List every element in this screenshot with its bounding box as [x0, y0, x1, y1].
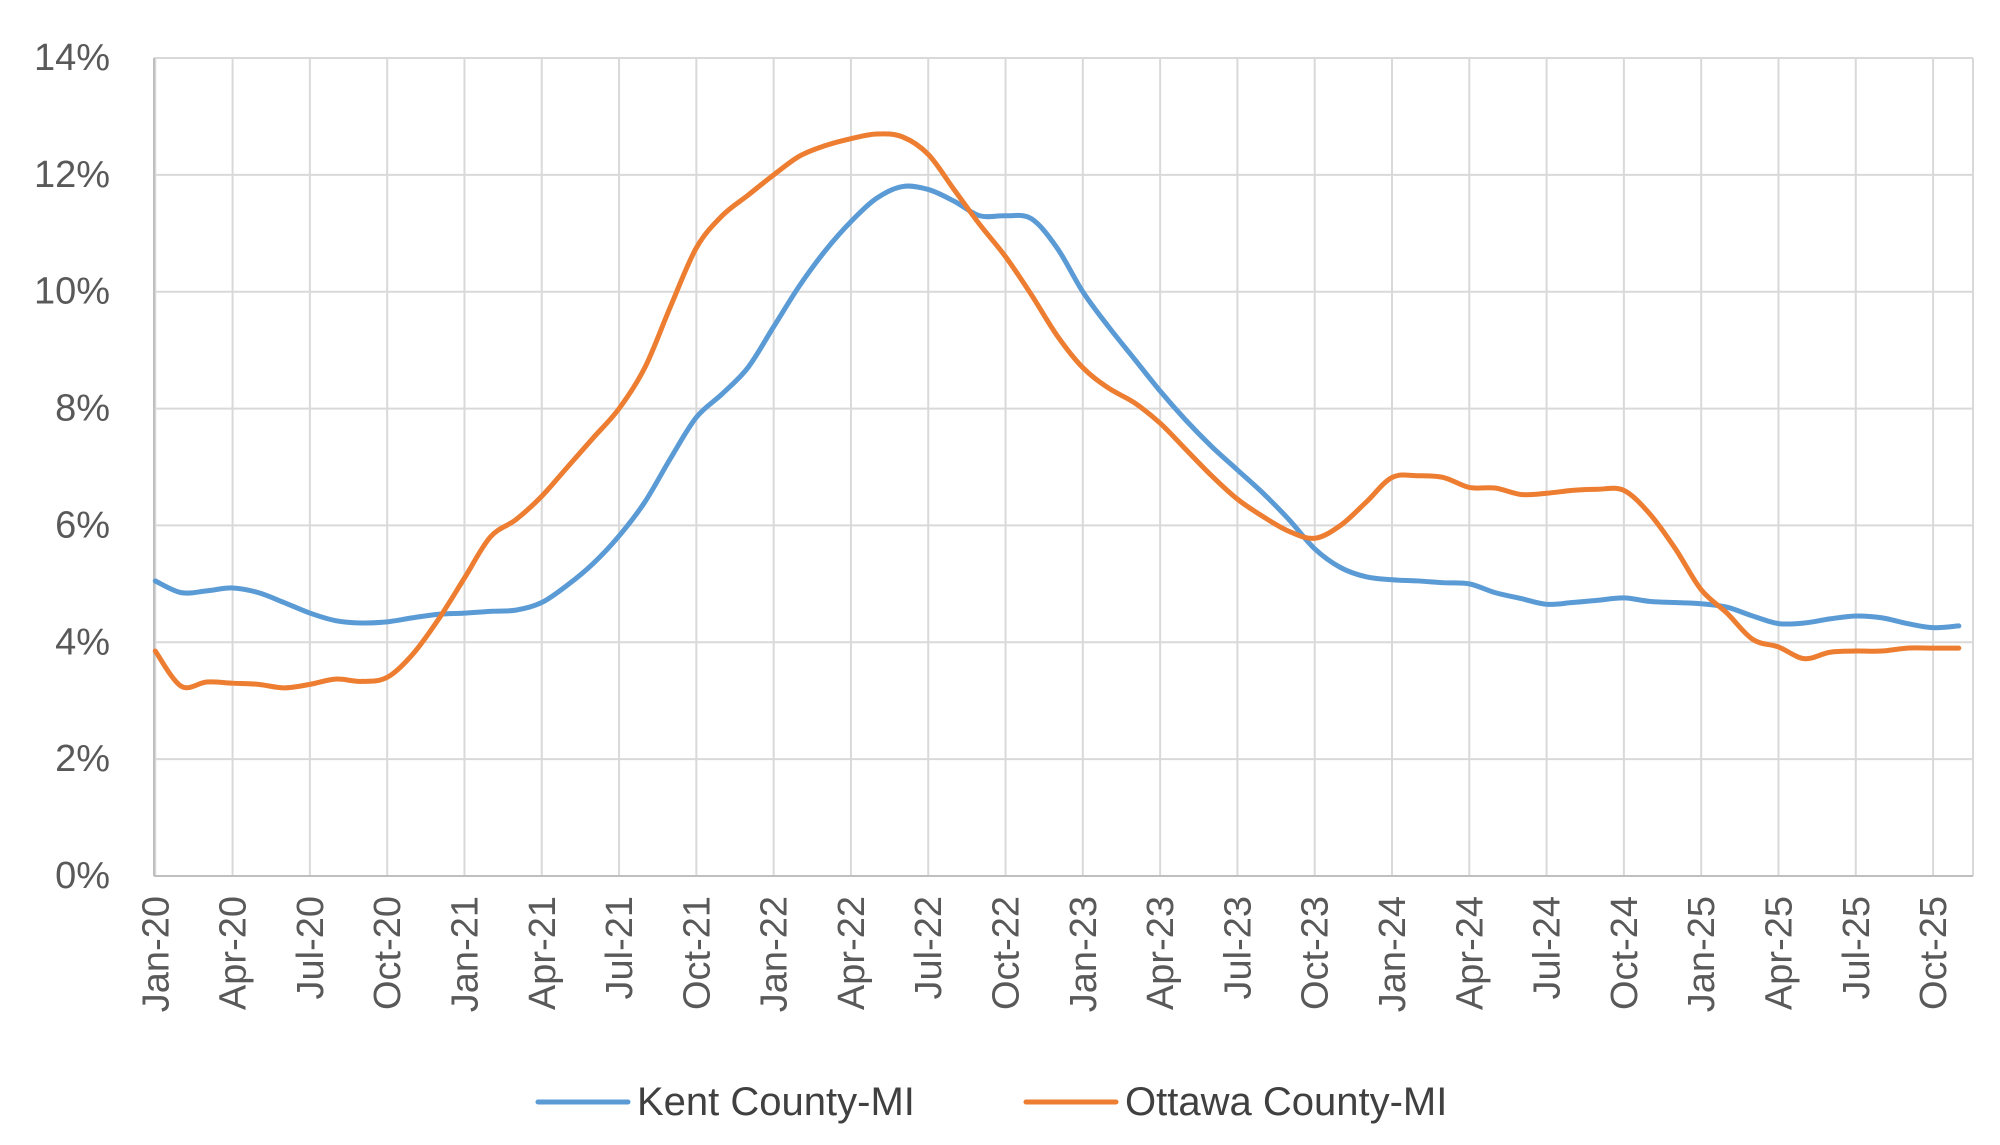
y-tick-label: 0% [55, 855, 110, 897]
x-tick-label: Oct-22 [986, 896, 1028, 1010]
x-tick-label: Apr-21 [522, 896, 564, 1010]
x-tick-label: Jan-20 [135, 896, 177, 1012]
legend: Kent County-MI Ottawa County-MI [535, 1080, 1447, 1124]
x-tick-labels: Jan-20 Apr-20 Jul-20 Oct-20 Jan-21 Apr-21 Jul-… [135, 896, 1955, 1012]
x-tick-label: Jul-23 [1217, 896, 1259, 1000]
legend-item-kent-county-mi: Kent County-MI [535, 1080, 915, 1124]
x-tick-label: Jul-25 [1836, 896, 1878, 1000]
x-tick-label: Jul-22 [908, 896, 950, 1000]
x-tick-label: Jan-22 [754, 896, 796, 1012]
legend-label: Kent County-MI [637, 1080, 915, 1124]
y-tick-label: 14% [34, 37, 110, 79]
legend-item-ottawa-county-mi: Ottawa County-MI [1023, 1080, 1447, 1124]
x-tick-label: Oct-20 [367, 896, 409, 1010]
grid [154, 57, 1974, 876]
axes [153, 58, 1973, 877]
x-tick-label: Apr-25 [1758, 896, 1800, 1010]
x-tick-label: Oct-21 [676, 896, 718, 1010]
x-tick-label: Jan-23 [1063, 896, 1105, 1012]
legend-label: Ottawa County-MI [1125, 1080, 1447, 1124]
y-tick-label: 2% [55, 738, 110, 780]
series-line-kent-county-mi [152, 183, 1962, 631]
x-tick-label: Jul-20 [290, 896, 332, 1000]
y-tick-label: 6% [55, 504, 110, 546]
x-tick-label: Jan-21 [444, 896, 486, 1012]
x-tick-label: Jul-21 [599, 896, 641, 1000]
x-tick-label: Apr-24 [1449, 896, 1491, 1010]
y-tick-label: 8% [55, 388, 110, 430]
x-tick-label: Jul-24 [1527, 896, 1569, 1000]
x-tick-label: Apr-23 [1140, 896, 1182, 1010]
series-line-ottawa-county-mi [152, 131, 1962, 691]
x-tick-label: Jan-25 [1681, 896, 1723, 1012]
series-lines [152, 131, 1962, 691]
y-tick-label: 12% [34, 154, 110, 196]
x-tick-label: Apr-22 [831, 896, 873, 1010]
y-tick-label: 10% [34, 271, 110, 313]
x-tick-label: Oct-23 [1295, 896, 1337, 1010]
y-tick-labels: 0% 2% 4% 6% 8% 10% 12% 14% [34, 37, 110, 897]
x-tick-label: Oct-25 [1913, 896, 1955, 1010]
x-tick-label: Jan-24 [1372, 896, 1414, 1012]
y-tick-label: 4% [55, 621, 110, 663]
x-tick-label: Oct-24 [1604, 896, 1646, 1010]
x-tick-label: Apr-20 [213, 896, 255, 1010]
